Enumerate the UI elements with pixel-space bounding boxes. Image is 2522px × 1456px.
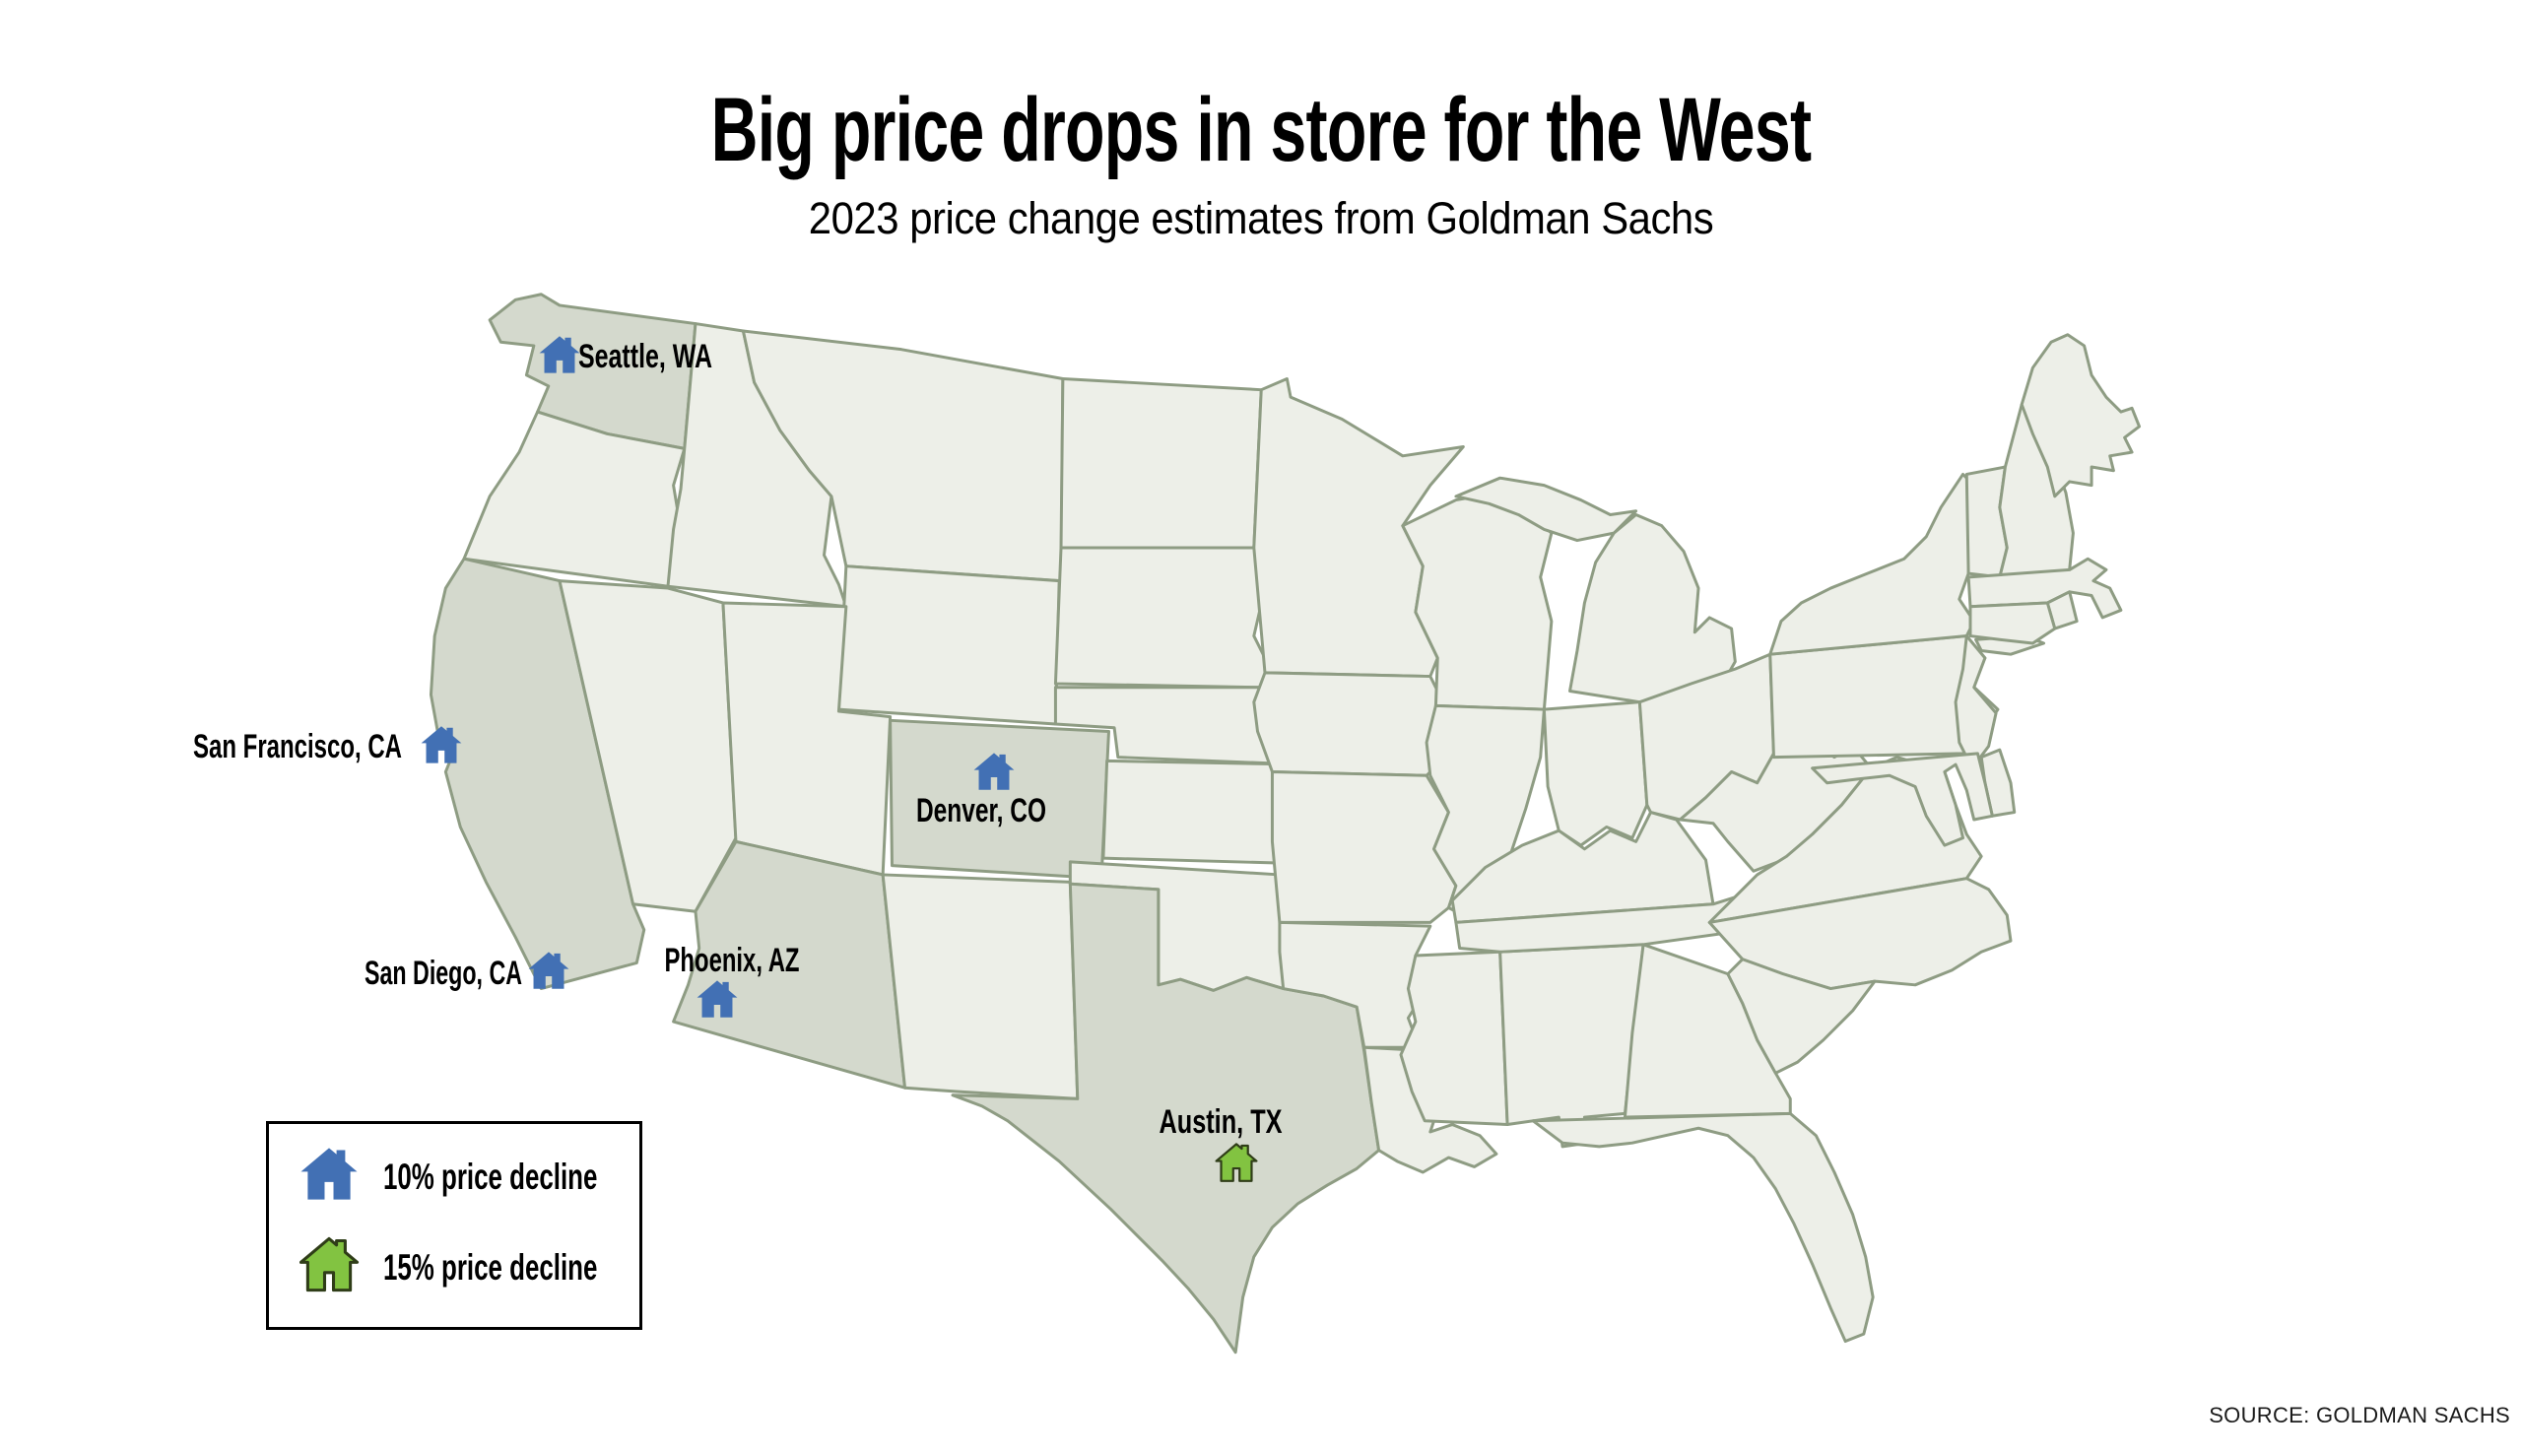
state-florida [1531, 1111, 1875, 1344]
state-connecticut [1968, 601, 2057, 645]
state-michigan [1568, 512, 1737, 704]
city-label-denver: Denver, CO [916, 792, 1046, 829]
states-layer [429, 293, 2142, 1355]
state-mississippi [1399, 950, 1509, 1127]
state-montana [741, 329, 1065, 583]
state-wyoming [836, 564, 1061, 726]
state-maryland [1811, 752, 1994, 847]
state-texas [951, 882, 1381, 1355]
city-label-san-francisco: San Francisco, CA [193, 728, 402, 765]
state-new-mexico [881, 873, 1080, 1100]
page-title: Big price drops in store for the West [710, 80, 1812, 180]
state-illinois [1425, 703, 1546, 913]
legend-box: 10% price decline 15% price decline [266, 1121, 642, 1330]
city-markers-layer: Seattle, WA San Francisco, CA San Diego,… [193, 336, 1283, 1182]
legend-label-10pct: 10% price decline [383, 1157, 598, 1197]
state-south-carolina [1726, 958, 1877, 1075]
state-south-dakota [1053, 546, 1271, 690]
state-california [429, 557, 646, 991]
city-label-phoenix: Phoenix, AZ [665, 942, 800, 979]
city-label-austin: Austin, TX [1160, 1103, 1283, 1141]
legend-label-15pct: 15% price decline [383, 1247, 598, 1288]
state-arkansas [1278, 920, 1432, 1049]
source-credit: SOURCE: GOLDMAN SACHS [2209, 1403, 2510, 1427]
green-house-icon [299, 1236, 360, 1292]
city-label-seattle: Seattle, WA [578, 338, 712, 375]
state-missouri [1270, 770, 1458, 924]
state-maine [2020, 333, 2142, 498]
state-new-york [1768, 472, 1976, 656]
blue-house-icon [300, 1148, 358, 1200]
state-alabama [1498, 943, 1645, 1149]
state-indiana [1542, 700, 1649, 847]
city-label-san-diego: San Diego, CA [365, 955, 522, 992]
state-north-dakota [1059, 377, 1263, 550]
state-iowa [1252, 671, 1454, 777]
page-subtitle: 2023 price change estimates from Goldman… [808, 193, 1714, 243]
